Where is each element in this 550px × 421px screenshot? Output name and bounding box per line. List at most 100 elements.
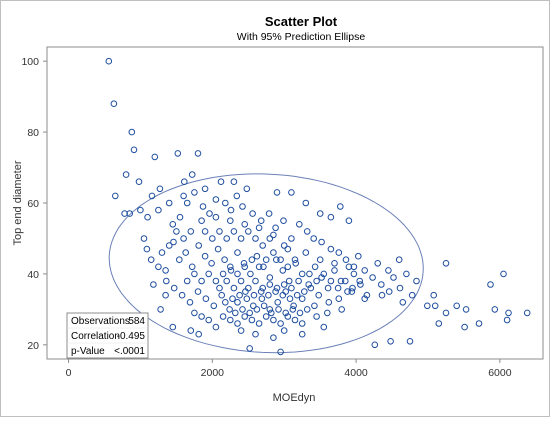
data-point (302, 199, 310, 207)
data-point (282, 309, 290, 317)
data-point (316, 256, 324, 264)
data-point (357, 281, 364, 288)
data-point (250, 291, 258, 299)
data-point (315, 291, 323, 299)
data-point (331, 260, 338, 267)
data-point (170, 238, 177, 246)
data-point (284, 263, 292, 271)
data-point (272, 224, 279, 232)
data-point (435, 320, 443, 327)
data-point (221, 256, 228, 264)
data-point (313, 313, 320, 320)
data-point (361, 295, 369, 303)
data-point (298, 330, 306, 338)
data-point (290, 302, 297, 310)
data-point (487, 281, 494, 288)
data-point (187, 228, 195, 235)
data-point (280, 217, 287, 224)
data-point (212, 323, 220, 331)
data-point (174, 150, 182, 157)
stat-pvalue-value: <.0001 (114, 346, 145, 357)
data-point (158, 249, 166, 256)
chart-subtitle: With 95% Prediction Ellipse (237, 31, 366, 43)
data-point (170, 284, 178, 292)
data-point (311, 263, 319, 271)
data-point (173, 228, 180, 235)
data-point (500, 270, 507, 278)
data-point (234, 299, 241, 306)
y-tick-label: 40 (27, 269, 39, 281)
data-point (395, 256, 403, 264)
data-point (210, 302, 218, 310)
data-point (378, 281, 385, 288)
data-point (126, 210, 133, 217)
data-point (335, 249, 343, 256)
stat-observations-value: 584 (128, 316, 145, 327)
data-point (208, 260, 215, 267)
x-tick-label: 0 (66, 367, 72, 379)
data-point (233, 192, 241, 200)
data-point (431, 302, 439, 310)
data-point (491, 306, 499, 313)
data-point (212, 196, 220, 203)
y-tick-label: 80 (27, 127, 39, 139)
data-point (505, 309, 512, 317)
data-point (292, 260, 300, 267)
data-point (266, 235, 274, 242)
data-point (163, 277, 170, 285)
data-point (234, 320, 241, 327)
data-point (291, 316, 299, 324)
data-point (334, 284, 342, 292)
data-point (191, 189, 198, 196)
data-point (262, 313, 270, 320)
data-point (186, 299, 194, 306)
data-point (277, 348, 284, 356)
data-point (148, 192, 156, 200)
data-point (259, 242, 267, 249)
data-point (201, 185, 209, 193)
data-point (156, 185, 164, 193)
data-point (240, 260, 248, 267)
axes: 0 2000 4000 6000 20 40 60 80 100 (21, 56, 511, 379)
data-point (442, 309, 450, 317)
data-point (237, 327, 245, 334)
data-point (248, 316, 256, 324)
data-point (169, 323, 177, 331)
data-point (227, 267, 235, 274)
data-point (272, 288, 279, 295)
data-point (298, 295, 306, 303)
data-point (327, 213, 335, 221)
data-point (227, 316, 234, 324)
data-point (462, 306, 470, 313)
data-point (311, 302, 318, 310)
data-point (268, 309, 275, 317)
data-point (257, 288, 265, 295)
data-point (461, 323, 468, 331)
data-point (260, 302, 268, 310)
data-point (183, 277, 191, 285)
data-point (198, 313, 205, 320)
data-point (277, 320, 284, 327)
data-point (216, 228, 223, 235)
data-point (270, 316, 277, 324)
y-tick-label: 60 (27, 198, 39, 210)
data-point (327, 277, 335, 285)
data-point (361, 267, 369, 274)
data-point (345, 263, 353, 271)
data-point (262, 256, 270, 264)
data-point (303, 306, 311, 313)
data-point (324, 309, 331, 317)
data-point (188, 171, 196, 178)
data-point (363, 291, 371, 299)
data-point (227, 206, 235, 214)
data-point (205, 270, 212, 278)
y-axis-label: Top end diameter (12, 160, 24, 245)
data-point (248, 256, 256, 264)
data-point (295, 277, 302, 285)
data-point (266, 281, 274, 288)
data-point (187, 327, 195, 334)
data-point (296, 221, 303, 228)
data-point (255, 320, 263, 327)
data-point (387, 338, 394, 345)
data-point (250, 302, 257, 310)
